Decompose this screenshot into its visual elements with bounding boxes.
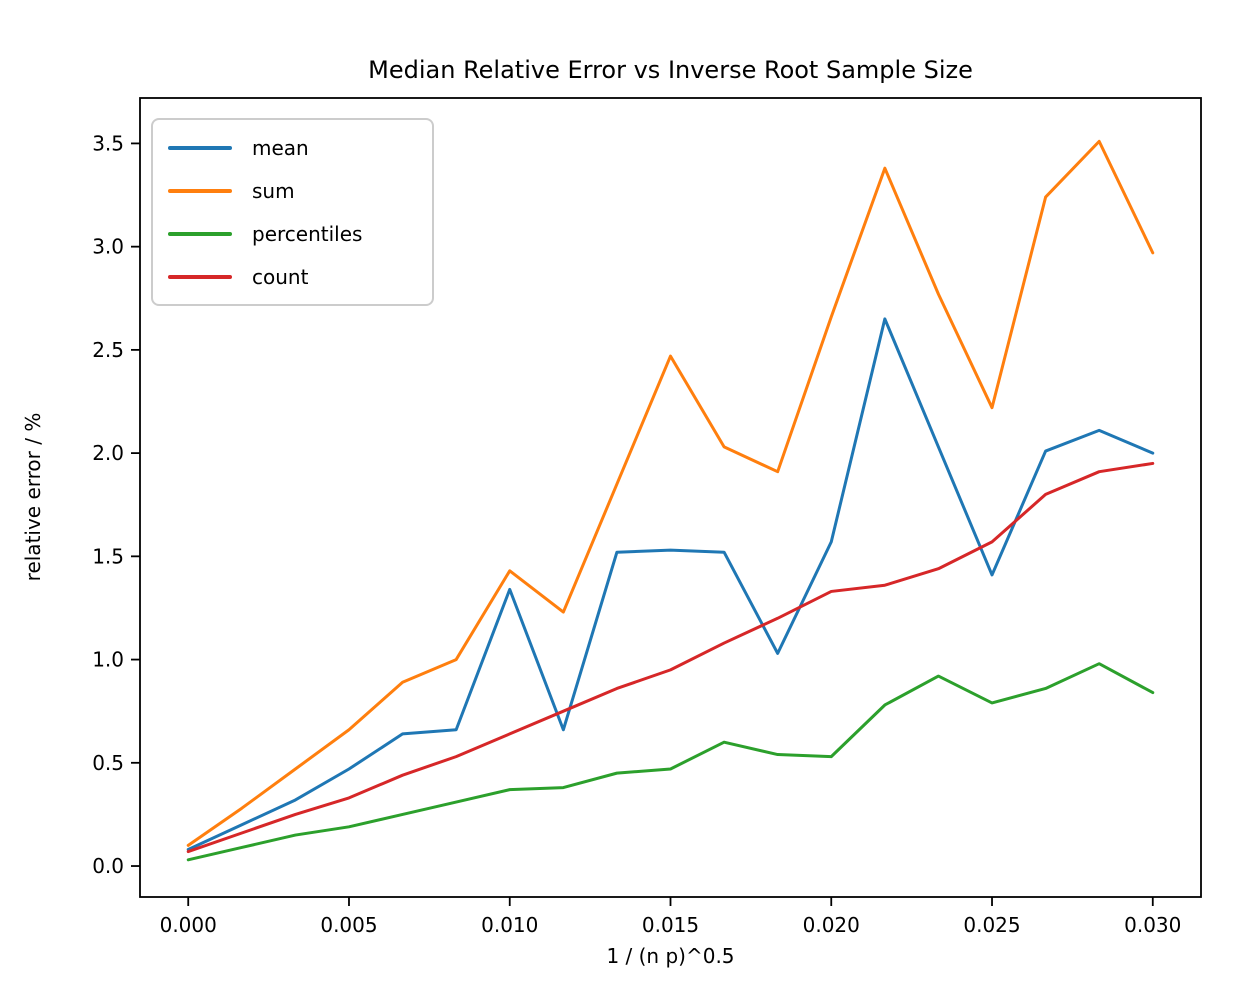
series-line-count (186, 461, 1155, 854)
legend-line-sample-mean (168, 145, 232, 150)
x-tick-label: 0.025 (963, 913, 1020, 937)
legend-label-count: count (252, 264, 309, 289)
legend-item-percentiles: percentiles (153, 214, 432, 254)
legend-line-sample-count (168, 274, 232, 279)
y-tick-label: 0.5 (92, 751, 124, 775)
legend-item-mean: mean (153, 128, 432, 168)
legend-line-sample-percentiles (168, 231, 232, 236)
y-tick-label: 1.0 (92, 648, 124, 672)
y-tick-label: 0.0 (92, 854, 124, 878)
legend: mean sum percentiles count (151, 118, 434, 306)
x-tick-label: 0.010 (481, 913, 538, 937)
y-tick-label: 2.5 (92, 338, 124, 362)
series-line-mean (186, 317, 1155, 852)
x-tick-label: 0.030 (1124, 913, 1181, 937)
legend-item-sum: sum (153, 171, 432, 211)
chart-title: Median Relative Error vs Inverse Root Sa… (368, 56, 973, 84)
x-tick-label: 0.020 (803, 913, 860, 937)
y-tick-label: 3.0 (92, 235, 124, 259)
x-tick-label: 0.015 (642, 913, 699, 937)
legend-item-count: count (153, 257, 432, 297)
legend-label-percentiles: percentiles (252, 221, 363, 246)
x-tick-label: 0.005 (320, 913, 377, 937)
y-tick-label: 1.5 (92, 544, 124, 568)
y-tick-label: 3.5 (92, 131, 124, 155)
x-axis-label: 1 / (n p)^0.5 (606, 944, 735, 968)
y-tick-label: 2.0 (92, 441, 124, 465)
x-tick-label: 0.000 (160, 913, 217, 937)
series-line-percentiles (186, 662, 1155, 862)
legend-label-sum: sum (252, 178, 295, 203)
y-axis-label: relative error / % (21, 412, 45, 582)
legend-line-sample-sum (168, 188, 232, 193)
legend-label-mean: mean (252, 135, 309, 160)
series-line-sum (186, 139, 1155, 847)
